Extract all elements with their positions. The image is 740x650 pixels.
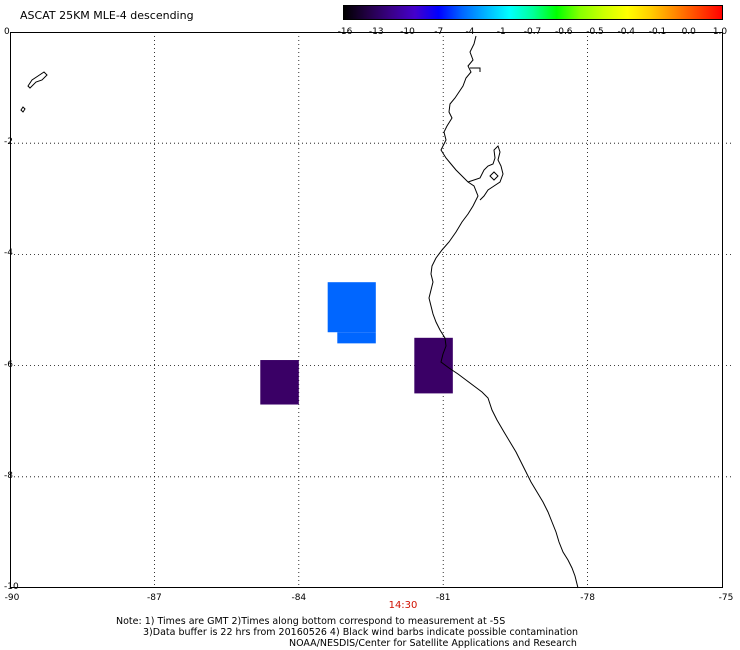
grid-lines: [10, 32, 732, 588]
note-line-3: NOAA/NESDIS/Center for Satellite Applica…: [289, 638, 577, 649]
wind-cell: [327, 282, 376, 333]
galapagos-small-island: [20, 106, 26, 113]
longitude-label: -81: [435, 593, 451, 603]
note-line-1: Note: 1) Times are GMT 2)Times along bot…: [116, 616, 506, 627]
coastline: [20, 35, 579, 589]
latitude-label: 0: [4, 27, 10, 37]
bay-outline: [470, 67, 481, 72]
time-label: 14:30: [388, 600, 418, 611]
map-frame: [10, 32, 723, 588]
latitude-label: -6: [4, 359, 13, 370]
wind-cells: [260, 282, 453, 405]
wind-cell: [414, 337, 453, 394]
gulf-inlet-path: [467, 145, 504, 201]
galapagos-isabela: [27, 71, 48, 89]
note-line-2: 3)Data buffer is 22 hrs from 20160526 4)…: [143, 627, 579, 638]
longitude-label: -84: [291, 593, 307, 603]
wind-cell: [337, 332, 376, 344]
longitude-label: -75: [718, 593, 734, 603]
latitude-label: -8: [4, 470, 13, 481]
colorbar: [343, 5, 723, 20]
latitude-label: -2: [4, 137, 13, 148]
longitude-label: -87: [147, 593, 162, 603]
latitude-label: -10: [4, 582, 19, 592]
longitude-label: -78: [580, 593, 595, 603]
puna-island: [489, 171, 499, 181]
latitude-label: -4: [4, 248, 13, 259]
coastline-path: [428, 35, 579, 589]
wind-cell: [260, 360, 299, 405]
longitude-label: -90: [4, 593, 20, 603]
map-title: ASCAT 25KM MLE-4 descending: [20, 9, 194, 22]
